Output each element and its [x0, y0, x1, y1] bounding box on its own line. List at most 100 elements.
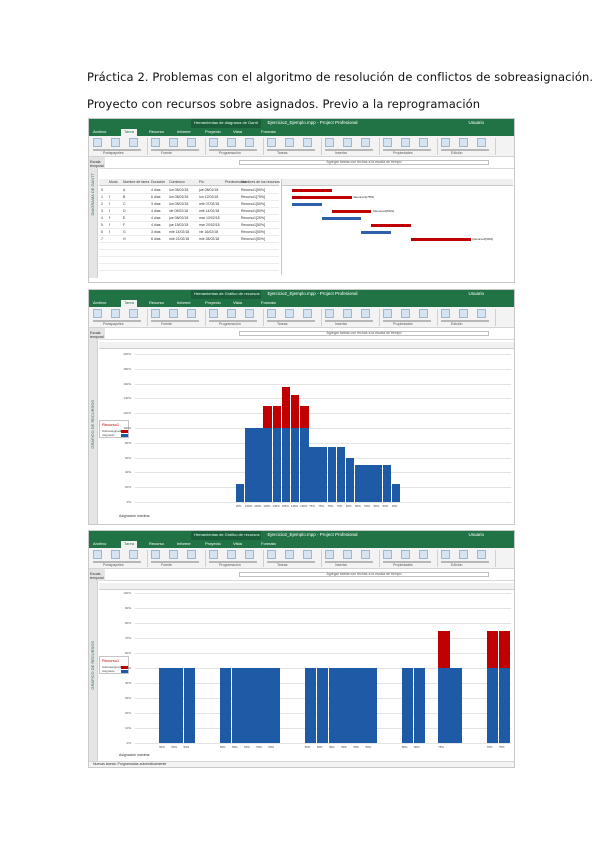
ribbon-button-icon[interactable] — [343, 550, 352, 559]
column-header[interactable]: Modo — [109, 180, 118, 184]
ribbon-button-icon[interactable] — [245, 138, 254, 147]
empty-row[interactable] — [99, 264, 279, 271]
gantt-bar[interactable] — [361, 231, 392, 234]
ribbon-button-icon[interactable] — [419, 550, 428, 559]
histogram-bar[interactable] — [498, 630, 511, 743]
ribbon-button-icon[interactable] — [303, 550, 312, 559]
ribbon-button-icon[interactable] — [343, 138, 352, 147]
ribbon-button-icon[interactable] — [187, 550, 196, 559]
ribbon-button-icon[interactable] — [441, 138, 450, 147]
ribbon-button-icon[interactable] — [441, 309, 450, 318]
histogram-bar[interactable] — [316, 668, 329, 743]
gantt-bar[interactable] — [371, 224, 412, 227]
tab-4[interactable]: Proyecto — [205, 541, 221, 546]
column-header[interactable]: Predecesoras — [225, 180, 247, 184]
histogram-bar[interactable] — [171, 668, 183, 743]
histogram-bar[interactable] — [232, 668, 244, 743]
table-row[interactable]: 4! E 4 días jue 08/02/18 mar 13/02/18 Recurso… — [99, 215, 279, 222]
ribbon-button-icon[interactable] — [151, 309, 160, 318]
gantt-bar[interactable] — [411, 238, 471, 241]
ribbon-button-icon[interactable] — [111, 309, 120, 318]
ribbon-button-icon[interactable] — [459, 138, 468, 147]
table-row[interactable]: 7 H 6 días mié 21/02/18 mié 28/02/18 Recurso1… — [99, 236, 279, 243]
tab-3[interactable]: Informe — [177, 129, 191, 134]
gantt-bar[interactable] — [321, 217, 362, 220]
table-row[interactable]: 3! D 4 días vie 09/02/18 mié 14/02/18 Recurso… — [99, 208, 279, 215]
histogram-bar[interactable] — [245, 428, 254, 502]
histogram-bar[interactable] — [329, 668, 341, 743]
tab-4[interactable]: Proyecto — [205, 129, 221, 134]
ribbon-button-icon[interactable] — [419, 309, 428, 318]
ribbon-button-icon[interactable] — [93, 138, 102, 147]
ribbon-button-icon[interactable] — [245, 550, 254, 559]
ribbon-button-icon[interactable] — [285, 550, 294, 559]
ribbon-button-icon[interactable] — [419, 138, 428, 147]
ribbon-button-icon[interactable] — [227, 550, 236, 559]
histogram-bar[interactable] — [341, 668, 353, 743]
empty-row[interactable] — [99, 243, 279, 250]
histogram-bar[interactable] — [486, 630, 499, 743]
tab-0[interactable]: Archivo — [93, 129, 107, 134]
tab-5[interactable]: Vista — [233, 129, 242, 134]
ribbon-button-icon[interactable] — [129, 550, 138, 559]
ribbon-button-icon[interactable] — [267, 309, 276, 318]
ribbon-button-icon[interactable] — [129, 309, 138, 318]
ribbon-button-icon[interactable] — [267, 138, 276, 147]
ribbon-button-icon[interactable] — [285, 138, 294, 147]
ribbon-button-icon[interactable] — [401, 309, 410, 318]
histogram-bar[interactable] — [318, 446, 327, 502]
timescale-bar[interactable]: Agregar tareas con fechas a la escala de… — [239, 331, 489, 336]
histogram-bar[interactable] — [401, 668, 414, 743]
ribbon-button-icon[interactable] — [151, 138, 160, 147]
histogram-bar[interactable] — [219, 668, 232, 743]
ribbon-button-icon[interactable] — [169, 550, 178, 559]
histogram-bar[interactable] — [413, 668, 426, 743]
histogram-bar[interactable] — [254, 428, 263, 502]
table-row[interactable]: 5! F 4 días jue 15/02/18 mar 20/02/18 Recurso… — [99, 222, 279, 229]
tab-2[interactable]: Recurso — [149, 129, 164, 134]
gantt-bar[interactable] — [331, 210, 372, 213]
ribbon-button-icon[interactable] — [267, 550, 276, 559]
ribbon-button-icon[interactable] — [343, 309, 352, 318]
ribbon-button-icon[interactable] — [477, 309, 486, 318]
ribbon-button-icon[interactable] — [111, 550, 120, 559]
ribbon-button-icon[interactable] — [129, 138, 138, 147]
tab-4[interactable]: Proyecto — [205, 300, 221, 305]
histogram-bar[interactable] — [345, 457, 355, 502]
tab-5[interactable]: Vista — [233, 300, 242, 305]
ribbon-button-icon[interactable] — [209, 550, 218, 559]
timescale-bar[interactable]: Agregar tareas con fechas a la escala de… — [239, 160, 489, 165]
ribbon-button-icon[interactable] — [361, 550, 370, 559]
histogram-bar[interactable] — [304, 668, 317, 743]
histogram-bar[interactable] — [159, 668, 171, 743]
timescale-bar[interactable]: Agregar tareas con fechas a la escala de… — [239, 572, 489, 577]
empty-row[interactable] — [99, 257, 279, 264]
ribbon-button-icon[interactable] — [245, 309, 254, 318]
gantt-bar[interactable] — [292, 189, 332, 192]
histogram-bar[interactable] — [268, 668, 280, 743]
ribbon-button-icon[interactable] — [401, 550, 410, 559]
ribbon-button-icon[interactable] — [477, 138, 486, 147]
column-header[interactable]: Nombre de tarea — [123, 180, 150, 184]
histogram-bar[interactable] — [244, 668, 256, 743]
table-row[interactable]: 6! G 3 días mié 14/02/18 vie 16/02/18 Recurso… — [99, 229, 279, 236]
ribbon-button-icon[interactable] — [325, 309, 334, 318]
histogram-bar[interactable] — [355, 465, 364, 502]
ribbon-button-icon[interactable] — [361, 309, 370, 318]
histogram-bar[interactable] — [327, 446, 337, 502]
ribbon-button-icon[interactable] — [383, 550, 392, 559]
ribbon-button-icon[interactable] — [459, 550, 468, 559]
tab-1[interactable]: Tarea — [121, 541, 138, 548]
tab-5[interactable]: Vista — [233, 541, 242, 546]
histogram-bar[interactable] — [336, 446, 346, 502]
ribbon-button-icon[interactable] — [209, 309, 218, 318]
histogram-bar[interactable] — [263, 405, 272, 502]
ribbon-button-icon[interactable] — [227, 138, 236, 147]
histogram-bar[interactable] — [450, 668, 462, 743]
ribbon-button-icon[interactable] — [285, 309, 294, 318]
ribbon-button-icon[interactable] — [325, 138, 334, 147]
ribbon-button-icon[interactable] — [361, 138, 370, 147]
ribbon-button-icon[interactable] — [477, 550, 486, 559]
column-header[interactable]: Comienzo — [169, 180, 185, 184]
histogram-bar[interactable] — [309, 446, 318, 502]
